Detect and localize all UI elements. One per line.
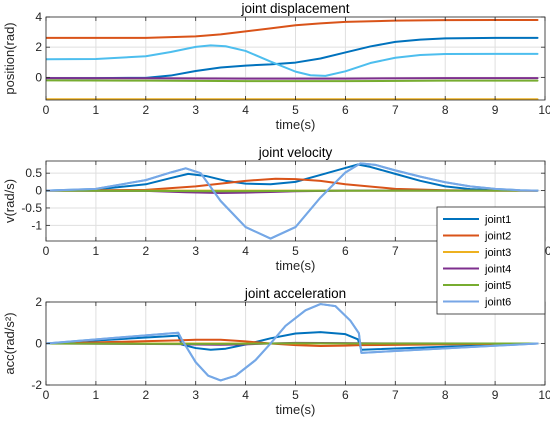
y-axis-label: v(rad/s) — [2, 179, 17, 223]
x-tick-label: 1 — [93, 244, 100, 258]
x-tick-label: 7 — [392, 244, 399, 258]
chart-title: joint velocity — [258, 145, 333, 160]
x-tick-label: 10 — [538, 388, 550, 402]
y-tick-label: 0.5 — [25, 166, 42, 180]
legend-label: joint6 — [484, 297, 511, 309]
x-tick-label: 1 — [93, 388, 100, 402]
series-group — [46, 303, 539, 382]
x-tick-label: 7 — [392, 388, 399, 402]
legend-label: joint5 — [484, 280, 511, 292]
x-axis-label: time(s) — [276, 258, 316, 273]
y-tick-label: 0 — [35, 337, 42, 351]
y-tick-label: 2 — [35, 40, 42, 54]
x-tick-label: 8 — [442, 103, 449, 117]
x-tick-label: 2 — [142, 244, 149, 258]
y-tick-label: 2 — [35, 295, 42, 309]
x-tick-label: 3 — [192, 103, 199, 117]
x-tick-label: 0 — [43, 244, 50, 258]
x-tick-label: 0 — [43, 103, 50, 117]
series-line-5 — [46, 342, 539, 345]
chart-title: joint displacement — [240, 1, 349, 16]
legend-box — [436, 206, 546, 315]
x-tick-label: 10 — [538, 103, 550, 117]
legend-label: joint4 — [484, 264, 511, 276]
y-tick-label: -2 — [31, 378, 42, 392]
legend-label: joint3 — [484, 247, 511, 259]
x-axis-label: time(s) — [276, 117, 316, 132]
legend: joint1 joint2 joint3 joint4 joint5 joint6 — [436, 206, 546, 315]
legend-label: joint2 — [484, 231, 511, 243]
series-line-5 — [46, 189, 539, 193]
x-tick-label: 7 — [392, 103, 399, 117]
subplot-1: 0 1 2 3 4 5 6 7 8 9 10 0 2 4 joint displacement time(s)… — [2, 1, 550, 132]
x-tick-label: 6 — [342, 388, 349, 402]
series-group — [46, 19, 539, 100]
y-tick-label: 4 — [35, 10, 42, 24]
y-tick-label: 0 — [35, 70, 42, 84]
series-line-3 — [46, 44, 539, 77]
x-tick-label: 3 — [192, 244, 199, 258]
x-tick-label: 6 — [342, 103, 349, 117]
y-tick-label: 0 — [35, 184, 42, 198]
y-axis-label: position(rad) — [2, 22, 17, 94]
series-line-7 — [46, 162, 539, 240]
series-line-1 — [46, 19, 539, 39]
x-tick-label: 8 — [442, 388, 449, 402]
x-tick-label: 6 — [342, 244, 349, 258]
x-tick-label: 3 — [192, 388, 199, 402]
x-tick-label: 2 — [142, 388, 149, 402]
y-tick-label: -1 — [31, 218, 42, 232]
x-tick-label: 4 — [242, 388, 249, 402]
x-tick-label: 5 — [292, 388, 299, 402]
series-line-2 — [46, 36, 539, 80]
x-tick-label: 5 — [292, 103, 299, 117]
x-tick-label: 9 — [492, 103, 499, 117]
x-tick-label: 4 — [242, 103, 249, 117]
y-axis-label: acc(rad/s²) — [2, 312, 17, 374]
series-line-1 — [46, 163, 539, 192]
x-axis-label: time(s) — [276, 402, 316, 417]
legend-label: joint1 — [484, 214, 511, 226]
chart-title: joint acceleration — [244, 286, 346, 301]
x-tick-label: 2 — [142, 103, 149, 117]
x-tick-label: 9 — [492, 388, 499, 402]
x-tick-label: 1 — [93, 103, 100, 117]
y-tick-label: -0.5 — [21, 201, 42, 215]
x-tick-label: 5 — [292, 244, 299, 258]
series-group — [46, 162, 539, 240]
series-line-7 — [46, 303, 539, 382]
x-tick-label: 4 — [242, 244, 249, 258]
series-line-5 — [46, 79, 539, 83]
x-tick-label: 0 — [43, 388, 50, 402]
